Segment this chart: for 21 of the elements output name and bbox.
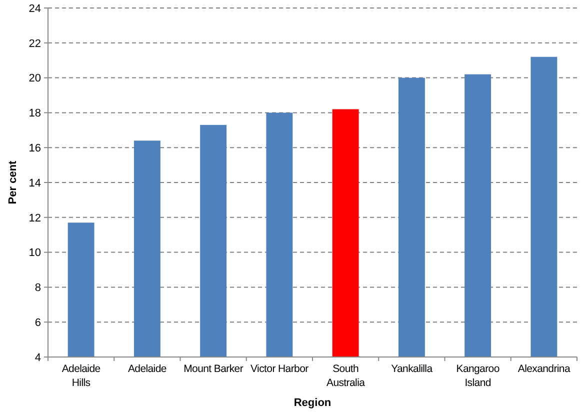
x-tick-label: Yankalilla bbox=[391, 363, 433, 375]
x-tick-label: Adelaide Hills bbox=[62, 363, 101, 389]
y-tick-label: 6 bbox=[34, 316, 41, 329]
y-tick-label: 16 bbox=[28, 142, 41, 154]
y-axis-title: Per cent bbox=[7, 160, 19, 204]
y-tick-label: 12 bbox=[28, 212, 41, 224]
y-tick-label: 10 bbox=[28, 247, 41, 260]
x-axis-title: Region bbox=[294, 397, 332, 409]
y-tick-label: 8 bbox=[34, 282, 41, 294]
y-tick-label: 18 bbox=[28, 108, 41, 120]
y-tick-label: 24 bbox=[28, 2, 41, 15]
y-tick-label: 20 bbox=[28, 72, 41, 85]
y-tick-label: 22 bbox=[28, 38, 41, 50]
x-tick-label: Mount Barker bbox=[184, 363, 244, 375]
x-tick-label: Alexandrina bbox=[518, 363, 570, 375]
x-tick-label: Adelaide bbox=[128, 363, 167, 375]
y-tick-label: 14 bbox=[28, 177, 41, 190]
x-tick-label: Kangaroo Island bbox=[456, 363, 500, 389]
x-tick-label: South Australia bbox=[326, 363, 366, 389]
y-tick-label: 4 bbox=[34, 352, 41, 364]
x-tick-label: Victor Harbor bbox=[250, 363, 310, 375]
